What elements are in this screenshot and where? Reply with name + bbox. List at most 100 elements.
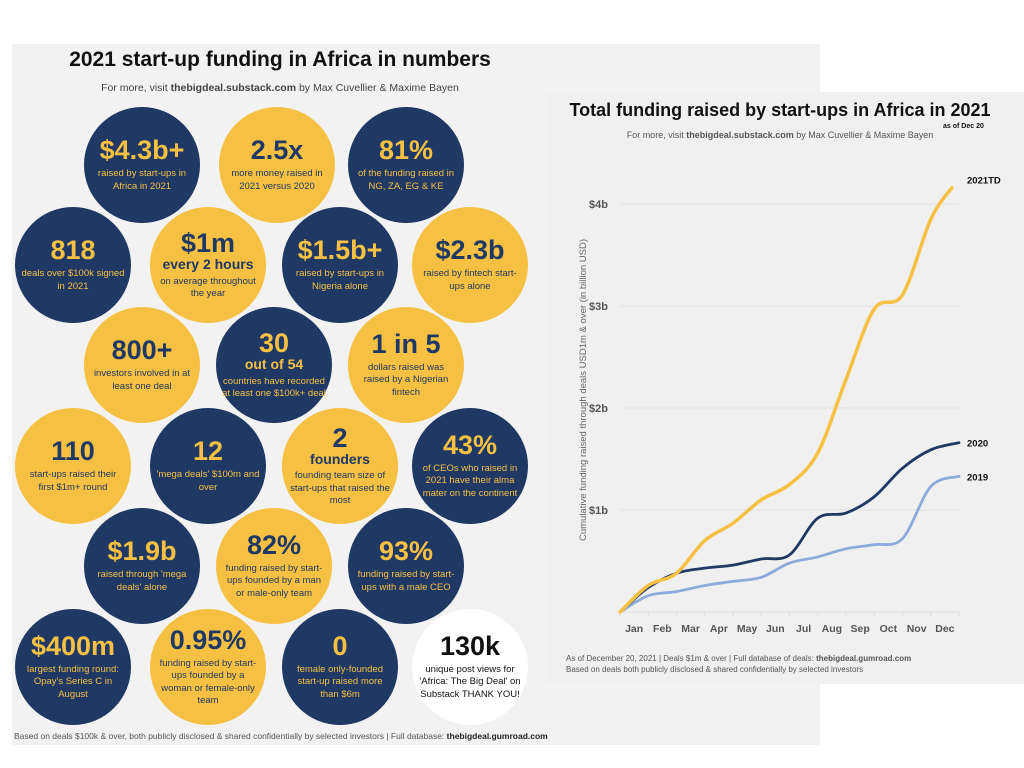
stat-description: raised through 'mega deals' alone	[97, 569, 187, 593]
stat-description: dollars raised was raised by a Nigerian …	[363, 361, 449, 398]
stat-bubble: 30 out of 54 countries have recorded at le…	[216, 307, 332, 423]
x-tick-label: Dec	[935, 623, 954, 635]
stat-value: 0.95%	[169, 624, 247, 655]
stat-description: female only-founded start-up raised more…	[296, 663, 384, 700]
chart-footer-2: Based on deals both publicly disclosed &…	[566, 665, 864, 674]
stat-description: funding raised by start-ups founded by a…	[159, 657, 257, 706]
y-tick-label: $3b	[589, 301, 608, 313]
stat-value: 12	[192, 436, 224, 467]
stat-value: 43%	[442, 429, 498, 460]
subtitle-text: For more, visit	[101, 82, 171, 94]
stat-value: 800+	[111, 335, 173, 366]
stat-description: on average throughout the year	[160, 275, 256, 299]
stat-bubble: 0 female only-founded start-up raised mor…	[282, 609, 398, 725]
stat-value: $4.3b+	[99, 135, 185, 166]
stat-value: $2.3b	[435, 235, 505, 266]
stat-subvalue: founders	[310, 450, 370, 467]
series-label: 2021TD	[967, 176, 1001, 187]
stat-bubble: $1m every 2 hours on average throughout th…	[150, 207, 266, 323]
stat-description: investors involved in at least one deal	[93, 368, 191, 392]
y-tick-label: $4b	[589, 199, 608, 211]
stat-description: funding raised by start-ups founded by a…	[225, 562, 323, 599]
x-tick-label: Mar	[681, 623, 700, 635]
stat-bubble: 0.95% funding raised by start-ups founded…	[150, 609, 266, 725]
stat-description: of CEOs who raised in 2021 have their al…	[422, 462, 518, 499]
series-label: 2019	[967, 472, 988, 483]
gumroad-link[interactable]: thebigdeal.gumroad.com	[446, 731, 548, 741]
stat-bubble: 1 in 5 dollars raised was raised by a Nig…	[348, 307, 464, 423]
stat-value: 2	[332, 422, 348, 453]
stat-bubble: 12'mega deals' $100m and over	[150, 408, 266, 524]
stat-description: funding raised by start-ups with a male …	[357, 569, 455, 593]
x-tick-label: Apr	[710, 623, 728, 635]
stat-bubble: 110 start-ups raised their first $1m+ rou…	[15, 408, 131, 524]
series-line-2021TD	[618, 185, 954, 614]
chart-subtitle: For more, visit thebigdeal.substack.com …	[560, 130, 1000, 140]
line-chart: $1b $2b $3b $4b Jan Feb Mar Apr May Jun Jul Aug Sep O…	[578, 176, 1001, 635]
y-tick-label: $1b	[589, 505, 608, 517]
stat-bubble: $2.3b raised by fintech start-ups alone	[412, 207, 528, 323]
x-tick-label: Feb	[653, 623, 672, 635]
stat-description: start-ups raised their first $1m+ round	[29, 469, 117, 493]
chart-panel	[546, 92, 1024, 684]
stat-subvalue: every 2 hours	[162, 255, 254, 272]
subtitle-text: For more, visit	[626, 130, 687, 140]
x-tick-label: Nov	[907, 623, 927, 635]
stat-value: 93%	[378, 536, 434, 567]
stat-value: 818	[50, 235, 96, 266]
stat-description: raised by start-ups in Africa in 2021	[97, 168, 187, 192]
x-tick-label: Aug	[822, 623, 842, 635]
stat-bubble: 818 deals over $100k signed in 2021	[15, 207, 131, 323]
stat-description: of the funding raised in NG, ZA, EG & KE	[357, 168, 455, 192]
stat-subvalue: out of 54	[244, 355, 304, 372]
x-tick-label: Jun	[766, 623, 785, 635]
y-tick-label: $2b	[589, 403, 608, 415]
x-tick-label: May	[737, 623, 758, 635]
stat-bubble: 81% of the funding raised in NG, ZA, EG &…	[348, 107, 464, 223]
x-tick-label: Sep	[850, 623, 869, 635]
stat-bubble: 82% funding raised by start-ups founded b…	[216, 508, 332, 624]
stat-bubble: $4.3b+ raised by start-ups in Africa in 2…	[84, 107, 200, 223]
stat-description: more money raised in 2021 versus 2020	[231, 168, 323, 192]
stat-value: 30	[258, 327, 290, 358]
stat-value: $1.9b	[107, 536, 177, 567]
stat-description: largest funding round: Opay's Series C i…	[27, 663, 119, 700]
stat-description: raised by fintech start-ups alone	[423, 268, 517, 292]
stat-bubble: 130k unique post views for 'Africa: The B…	[412, 609, 528, 725]
stat-value: 110	[51, 436, 95, 467]
stat-description: countries have recorded at least one $10…	[222, 375, 326, 399]
stat-value: $1.5b+	[297, 235, 383, 266]
chart-as-of: as of Dec 20	[943, 123, 984, 130]
stat-description: deals over $100k signed in 2021	[21, 268, 125, 292]
stat-bubble: $1.9b raised through 'mega deals' alone	[84, 508, 200, 624]
footer-text: As of December 20, 2021 | Deals $1m & ov…	[566, 654, 817, 663]
series-line-2019	[618, 474, 961, 614]
series-label: 2020	[967, 439, 988, 450]
stat-description: 'mega deals' $100m and over	[156, 469, 260, 493]
y-axis-label: Cumulative funding raised through deals …	[578, 239, 589, 541]
x-tick-label: Oct	[880, 623, 898, 635]
footer-text: Based on deals $100k & over, both public…	[14, 731, 447, 741]
subtitle-authors: by Max Cuvellier & Maxime Bayen	[793, 130, 934, 140]
stat-bubble: $400m largest funding round: Opay's Serie…	[15, 609, 131, 725]
stat-bubble: 43% of CEOs who raised in 2021 have their…	[412, 408, 528, 524]
stat-bubble: $1.5b+ raised by start-ups in Nigeria alo…	[282, 207, 398, 323]
infographic-subtitle: For more, visit thebigdeal.substack.com …	[12, 82, 548, 94]
stat-value: $400m	[30, 630, 116, 661]
stat-bubble: 2 founders founding team size of start-ups…	[282, 408, 398, 524]
stat-description: unique post views for 'Africa: The Big D…	[419, 663, 521, 700]
gumroad-link[interactable]: thebigdeal.gumroad.com	[816, 654, 912, 663]
stat-value: 1 in 5	[371, 328, 441, 359]
stat-bubble: 800+ investors involved in at least one d…	[84, 307, 200, 423]
stat-description: founding team size of start-ups that rai…	[290, 470, 390, 507]
stat-bubble: 93% funding raised by start-ups with a ma…	[348, 508, 464, 624]
substack-link[interactable]: thebigdeal.substack.com	[686, 130, 794, 140]
stat-value: 0	[332, 630, 348, 661]
subtitle-authors: by Max Cuvellier & Maxime Bayen	[296, 82, 459, 94]
x-tick-label: Jan	[625, 623, 643, 635]
stat-bubble: 2.5x more money raised in 2021 versus 202…	[219, 107, 335, 223]
stat-value: $1m	[180, 227, 236, 258]
x-tick-label: Jul	[796, 623, 811, 635]
substack-link[interactable]: thebigdeal.substack.com	[170, 82, 297, 94]
stat-value: 2.5x	[250, 135, 304, 166]
